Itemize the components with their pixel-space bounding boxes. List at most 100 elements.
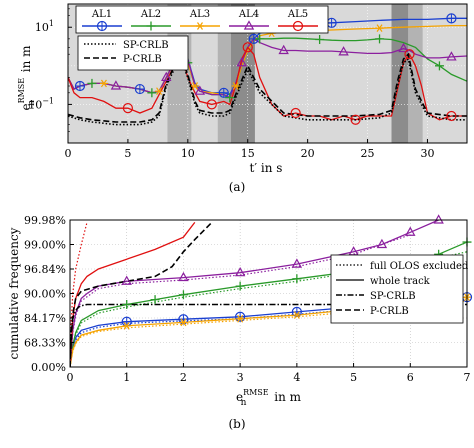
marker-a-al5 [206, 99, 217, 110]
legend-a-marker-al2 [146, 21, 156, 31]
x-tick-label-b: 4 [293, 371, 300, 384]
panel-label-a: (a) [229, 180, 246, 194]
marker-a-al1-cross [135, 84, 145, 94]
marker-b-al4 [291, 258, 303, 268]
marker-b-al4 [433, 214, 444, 224]
y-tick-label-b: 84.17% [24, 312, 66, 325]
marker-a-al1-cross [75, 81, 85, 91]
y-tick-label-b: 68.33% [24, 337, 66, 350]
marker-a-al3 [155, 87, 164, 96]
x-tick-label-b: 1 [123, 371, 130, 384]
marker-b-al2 [292, 274, 302, 284]
marker-a-al3 [375, 24, 384, 32]
marker-b-al4 [405, 226, 416, 236]
y-axis-label-a-text: eRMSEn in m [17, 45, 37, 111]
marker-b-al4 [376, 238, 388, 249]
x-tick-label-b: 7 [464, 371, 471, 384]
marker-a-al5 [290, 107, 301, 119]
y-tick-label-b: 0.00% [31, 361, 66, 374]
marker-a-al2 [147, 88, 157, 98]
marker-a-al2 [315, 35, 325, 45]
marker-a-al4 [338, 46, 349, 56]
y-tick-label-b: 99.00% [24, 239, 66, 252]
marker-a-al1-cross [446, 13, 456, 23]
marker-a-al2 [375, 34, 385, 44]
series-a-p-crlb [68, 52, 467, 123]
legend-a-marker-al4 [243, 20, 255, 30]
legend-b [330, 254, 464, 324]
marker-a-al4 [398, 42, 409, 53]
x-tick-label-a: 5 [124, 147, 131, 160]
marker-a-al4 [194, 85, 206, 95]
legend-b-label-3: P-CRLB [370, 306, 409, 317]
legend-a-marker-al5 [292, 20, 304, 32]
x-tick-label-a: 15 [241, 147, 255, 160]
series-a-al5 [68, 46, 467, 121]
marker-a-al1-cross [327, 18, 337, 28]
x-tick-label-b: 6 [407, 371, 414, 384]
panel-label-b: (b) [228, 417, 245, 431]
legend-a-label-al3: AL3 [189, 9, 210, 20]
marker-b-al4 [178, 271, 189, 282]
legend-a-marker-al1-cross [97, 21, 107, 31]
marker-a-al2 [434, 61, 444, 71]
y-tick-label-a: 101 [35, 19, 54, 34]
marker-b-al1-cross [122, 317, 132, 327]
legend-a-bottom [77, 35, 189, 71]
shaded-region-6 [408, 4, 423, 143]
x-tick-label-b: 0 [67, 371, 74, 384]
x-tick-label-a: 30 [420, 147, 434, 160]
x-axis-label-b-text: eRMSE n in m [236, 388, 302, 408]
marker-b-al4 [234, 266, 246, 277]
x-tick-label-b: 2 [180, 371, 187, 384]
marker-a-al1-cross [219, 88, 229, 98]
legend-a-label-al2: AL2 [140, 9, 161, 20]
y-tick-label-a: 10−1 [28, 96, 54, 111]
panel-a-frame [67, 3, 468, 144]
x-tick-label-a: 25 [361, 147, 375, 160]
x-tick-label-b: 3 [237, 371, 244, 384]
x-axis-label-b: eRMSE n in m [236, 388, 302, 408]
marker-b-al3 [179, 318, 188, 327]
legend-b-label-2: SP-CRLB [370, 291, 416, 302]
marker-a-al4 [278, 44, 289, 55]
marker-b-al2 [178, 290, 188, 300]
y-axis-label-a: eRMSEn in m [17, 45, 37, 111]
marker-a-al5 [404, 49, 415, 60]
marker-b-al2 [122, 300, 132, 310]
shaded-region-3 [217, 4, 231, 143]
marker-a-al3 [231, 82, 240, 90]
legend-a-label-al1: AL1 [91, 9, 112, 20]
legend-a-label-sp-crlb: SP-CRLB [123, 40, 169, 51]
legend-a-label-p-crlb: P-CRLB [123, 54, 162, 65]
marker-a-al4 [161, 71, 172, 82]
x-tick-label-a: 20 [301, 147, 315, 160]
marker-a-al4 [110, 80, 122, 90]
marker-b-al4 [121, 275, 132, 285]
marker-b-al1-cross [235, 312, 245, 322]
y-tick-label-b: 99.98% [24, 214, 66, 227]
legend-b-label-1: whole track [370, 276, 431, 287]
x-axis-label-a: t′ in s [250, 161, 283, 175]
x-tick-label-b: 5 [350, 371, 357, 384]
series-b-al5-olos [70, 222, 88, 367]
shaded-region-5 [391, 4, 409, 143]
y-tick-label-b: 90.00% [24, 288, 66, 301]
marker-b-al3 [292, 311, 301, 319]
marker-a-al3 [191, 82, 200, 90]
marker-a-al5 [350, 114, 361, 125]
marker-a-al2 [255, 34, 265, 44]
legend-a-marker-al3 [196, 22, 204, 30]
marker-a-al2 [225, 93, 235, 103]
marker-a-al3 [99, 79, 108, 88]
y-axis-label-b: cumulative frequency [7, 227, 21, 359]
series-b-p-crlb [70, 221, 213, 367]
marker-b-al3 [236, 314, 245, 323]
marker-b-al3 [122, 321, 131, 330]
marker-a-al2 [87, 78, 97, 88]
x-tick-label-a: 10 [181, 147, 195, 160]
y-tick-label-b: 96.84% [24, 263, 66, 276]
marker-a-al5 [122, 103, 134, 114]
marker-a-al5 [446, 110, 457, 122]
